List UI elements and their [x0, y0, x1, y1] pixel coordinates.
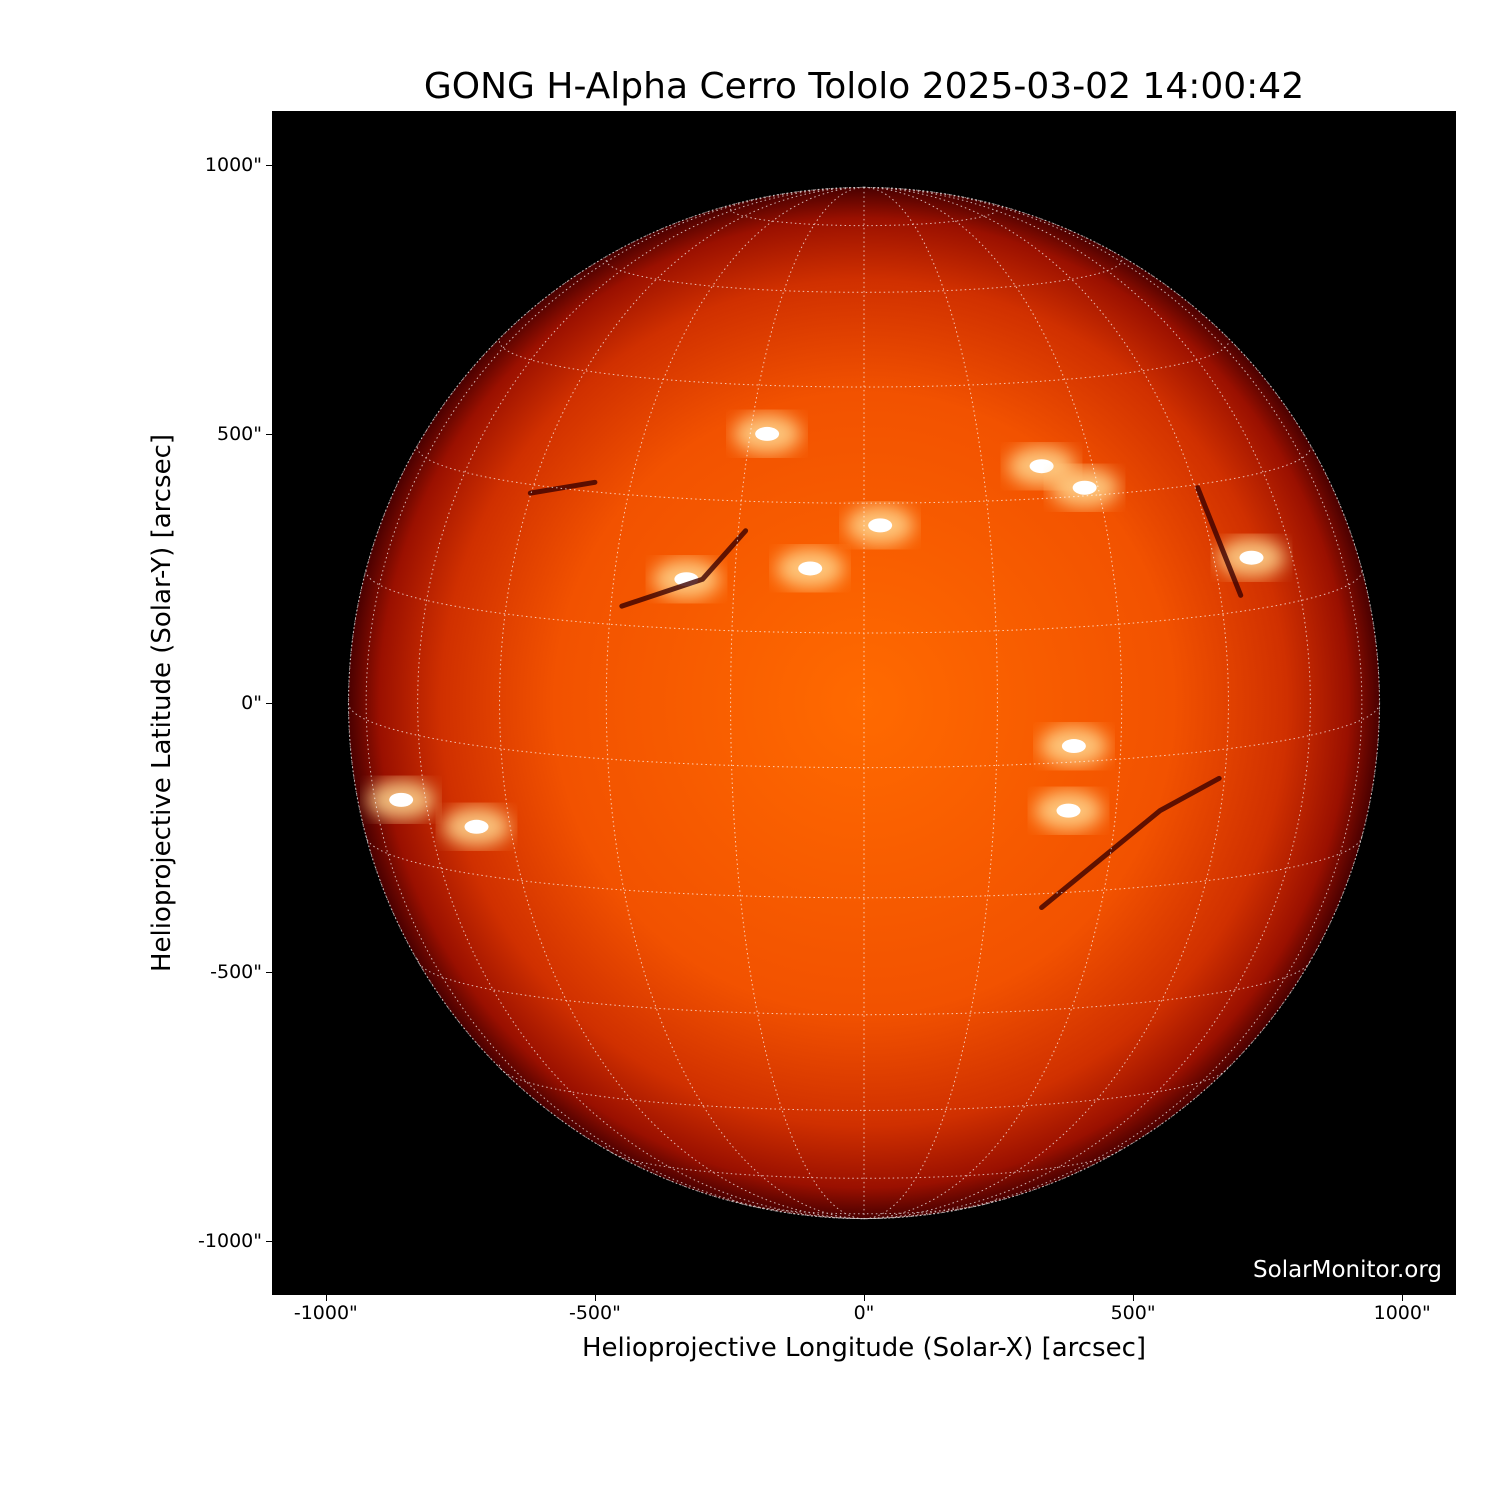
filament — [619, 528, 749, 609]
y-tick-label: 500" — [216, 422, 262, 445]
x-axis-label: Helioprojective Longitude (Solar-X) [arc… — [581, 1333, 1147, 1363]
solar-disk — [348, 187, 1380, 1219]
longitude-line — [863, 186, 1381, 1220]
x-tick-label: 500" — [1110, 1302, 1156, 1324]
longitude-line — [863, 186, 998, 1220]
y-tick-mark — [266, 1241, 272, 1243]
plage-core — [1072, 480, 1097, 495]
latitude-line — [498, 341, 1230, 388]
x-tick-mark — [325, 1295, 327, 1301]
longitude-line — [365, 186, 865, 1220]
y-tick-label: -1000" — [198, 1230, 262, 1253]
x-tick-mark — [1133, 1295, 1135, 1301]
chart-title: GONG H-Alpha Cerro Tololo 2025-03-02 14:… — [423, 66, 1305, 107]
plage-core — [1029, 459, 1054, 474]
plage-core — [1061, 739, 1086, 754]
plage-core — [1239, 550, 1264, 565]
x-tick-label: -1000" — [293, 1302, 358, 1324]
solar-image-axes: SolarMonitor.org — [272, 111, 1456, 1295]
y-tick-label: 1000" — [204, 153, 262, 176]
x-tick-mark — [594, 1295, 596, 1301]
longitude-line — [416, 186, 865, 1220]
filament — [1195, 485, 1244, 598]
longitude-line — [347, 186, 865, 1220]
latitude-line — [498, 1064, 1230, 1111]
y-tick-label: 0" — [241, 692, 262, 714]
solar-disk-image — [347, 186, 1381, 1220]
plage-core — [1056, 803, 1081, 818]
y-tick-mark — [266, 703, 272, 704]
latitude-line — [365, 835, 1363, 899]
filament — [527, 479, 598, 496]
plage-core — [464, 819, 489, 834]
y-axis-label: Helioprojective Latitude (Solar-Y) [arcs… — [147, 433, 177, 973]
plage-core — [798, 561, 823, 576]
latitude-line — [347, 702, 1381, 769]
x-tick-label: 1000" — [1373, 1302, 1431, 1324]
longitude-line — [863, 186, 1363, 1220]
watermark: SolarMonitor.org — [1253, 1257, 1442, 1283]
latitude-line — [416, 447, 1311, 504]
plage-core — [755, 426, 780, 441]
y-tick-mark — [266, 164, 272, 166]
y-tick-mark — [266, 972, 272, 974]
longitude-line — [863, 186, 1312, 1220]
coordinate-grid — [347, 186, 1381, 1220]
plage-core — [868, 518, 893, 533]
x-tick-mark — [864, 1295, 865, 1301]
latitude-line — [416, 958, 1311, 1016]
x-tick-mark — [1402, 1295, 1404, 1301]
plage-core — [389, 792, 414, 807]
latitude-line — [365, 570, 1363, 634]
y-tick-mark — [266, 433, 272, 435]
filament — [1039, 775, 1222, 911]
x-tick-label: -500" — [568, 1302, 621, 1324]
longitude-line — [730, 186, 865, 1220]
y-tick-label: -500" — [210, 961, 262, 984]
limb-outline — [347, 186, 1381, 1220]
x-tick-label: 0" — [853, 1302, 875, 1324]
disk-features — [367, 413, 1286, 911]
